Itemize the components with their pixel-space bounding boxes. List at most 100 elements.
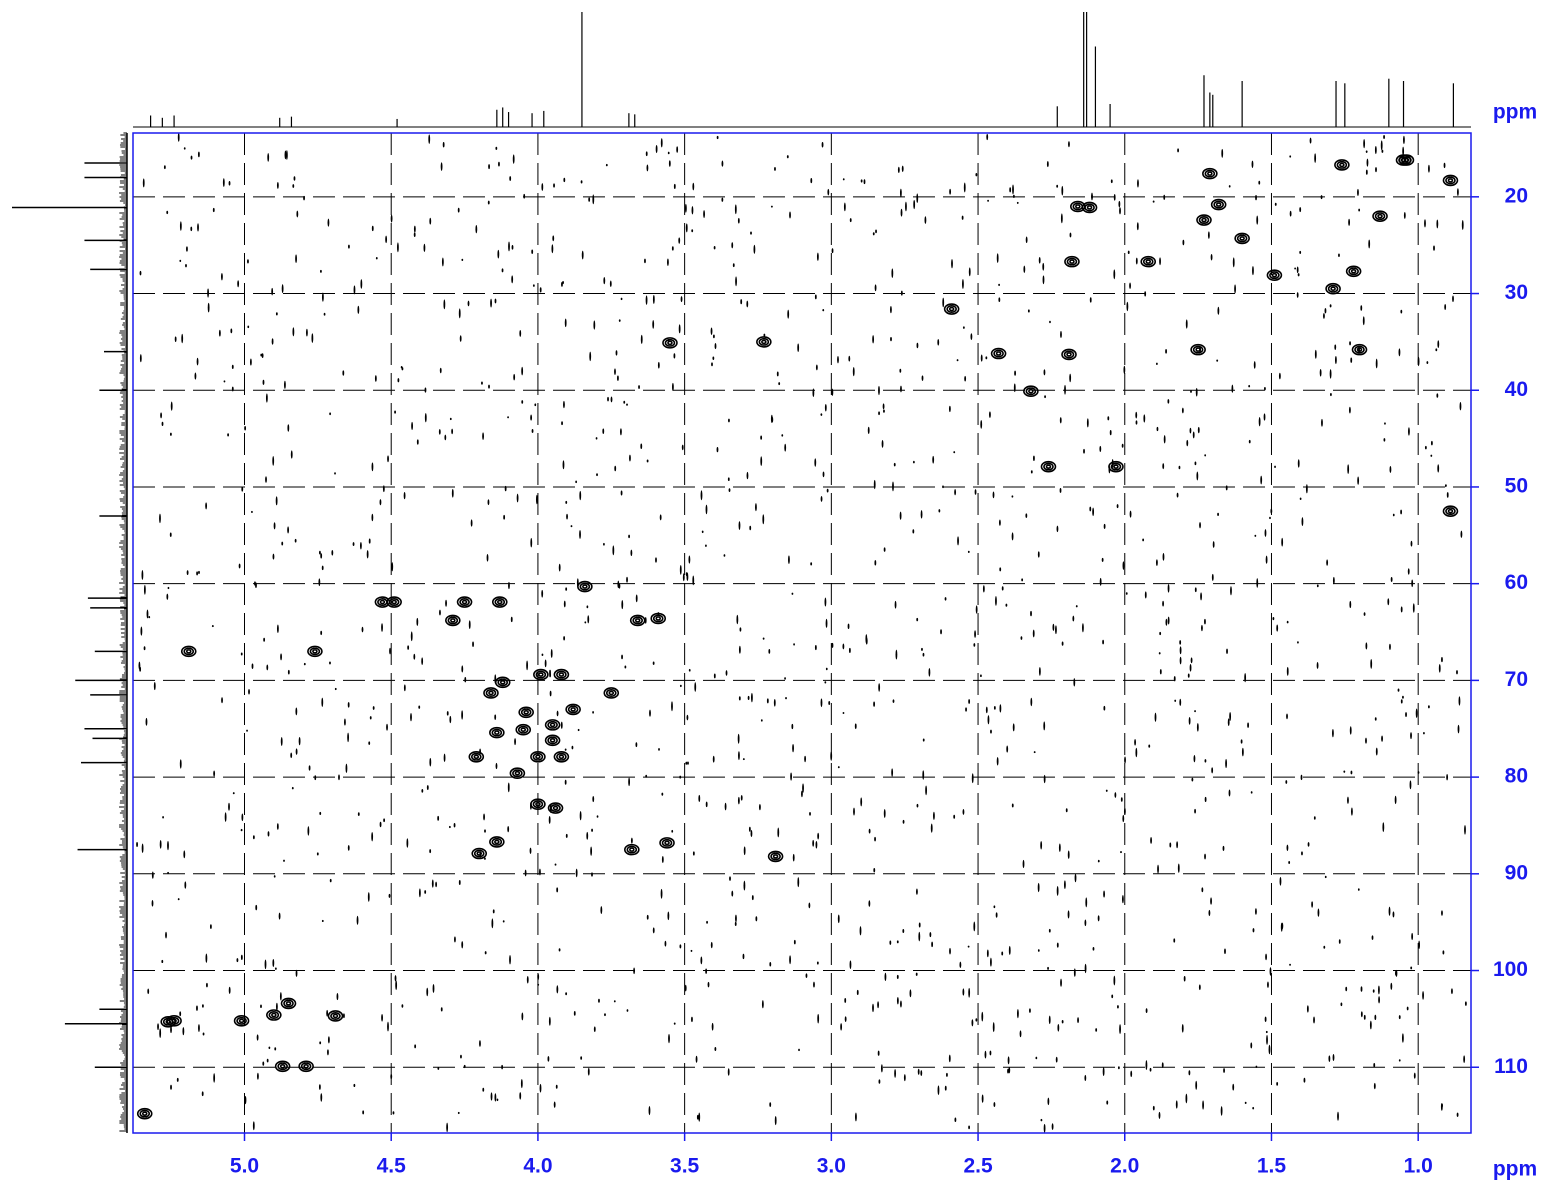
noise	[1373, 1082, 1376, 1090]
noise	[1030, 470, 1033, 474]
noise	[716, 446, 719, 453]
contour	[1442, 505, 1459, 517]
contour	[664, 840, 670, 846]
noise	[1268, 1044, 1271, 1055]
noise	[441, 257, 444, 267]
contour	[1348, 267, 1359, 276]
noise	[1156, 559, 1158, 567]
noise	[1240, 739, 1243, 744]
noise	[392, 1111, 395, 1115]
noise	[252, 1121, 255, 1131]
noise	[276, 624, 279, 634]
noise	[295, 969, 298, 977]
noise	[1357, 888, 1360, 891]
noise	[236, 958, 239, 963]
noise	[1424, 219, 1426, 228]
noise	[1244, 672, 1247, 683]
noise	[183, 147, 186, 150]
noise	[1122, 814, 1125, 823]
noise	[387, 455, 389, 463]
noise	[1175, 1100, 1178, 1109]
noise	[929, 932, 932, 938]
noise	[1193, 755, 1196, 763]
noise	[1383, 135, 1385, 139]
noise	[734, 204, 737, 215]
noise	[788, 555, 790, 565]
noise	[827, 188, 830, 196]
contour	[494, 730, 500, 735]
noise	[295, 254, 297, 264]
noise	[916, 342, 919, 349]
contour	[567, 705, 579, 714]
noise	[167, 586, 170, 590]
noise	[872, 232, 875, 236]
noise	[769, 1102, 772, 1107]
noise	[182, 1027, 185, 1036]
noise	[421, 789, 424, 793]
noise	[1167, 399, 1170, 404]
noise	[1372, 989, 1375, 993]
noise	[482, 1087, 485, 1092]
noise	[1225, 758, 1227, 769]
contour	[650, 612, 667, 625]
contour	[582, 584, 588, 589]
noise	[698, 794, 701, 803]
noise	[868, 900, 871, 907]
noise	[1042, 275, 1045, 285]
contour	[1195, 347, 1201, 352]
contour	[489, 726, 505, 739]
contour	[1202, 167, 1218, 180]
noise	[571, 745, 574, 750]
noise	[859, 926, 862, 936]
noise	[763, 333, 766, 337]
noise	[369, 716, 372, 720]
contour	[517, 725, 529, 734]
noise	[1158, 1111, 1161, 1119]
noise	[438, 428, 441, 435]
noise	[630, 837, 633, 844]
noise	[261, 353, 264, 358]
noise	[737, 796, 740, 805]
noise	[1276, 1082, 1279, 1086]
noise	[442, 142, 445, 148]
noise	[1198, 984, 1201, 991]
noise	[1394, 795, 1397, 805]
noise	[410, 631, 413, 642]
noise	[247, 259, 249, 264]
contour	[1142, 257, 1154, 266]
contour	[577, 580, 593, 593]
cross-peak	[650, 612, 667, 625]
noise	[1025, 236, 1028, 244]
noise	[344, 718, 346, 726]
noise	[413, 653, 416, 660]
noise	[509, 176, 512, 181]
noise	[1324, 875, 1327, 879]
noise	[418, 705, 421, 709]
noise	[992, 491, 995, 499]
noise	[1210, 253, 1213, 261]
contour	[1086, 205, 1093, 210]
noise	[1294, 267, 1297, 270]
noise	[1274, 465, 1276, 468]
noise	[1223, 1068, 1225, 1073]
noise	[1398, 348, 1401, 357]
noise	[706, 920, 708, 924]
noise	[1328, 1055, 1331, 1063]
noise	[1424, 445, 1427, 450]
noise	[142, 178, 145, 188]
noise	[521, 1012, 524, 1021]
noise	[202, 1004, 204, 1008]
noise	[389, 647, 391, 655]
noise	[933, 811, 935, 820]
noise	[873, 867, 876, 873]
noise	[1392, 513, 1395, 517]
contour	[489, 836, 505, 848]
noise	[347, 845, 350, 851]
contour	[488, 690, 494, 696]
noise	[1357, 188, 1359, 197]
noise	[896, 974, 899, 980]
noise	[1189, 427, 1192, 434]
contour	[1374, 212, 1386, 221]
noise	[179, 1011, 182, 1017]
noise	[592, 711, 594, 714]
